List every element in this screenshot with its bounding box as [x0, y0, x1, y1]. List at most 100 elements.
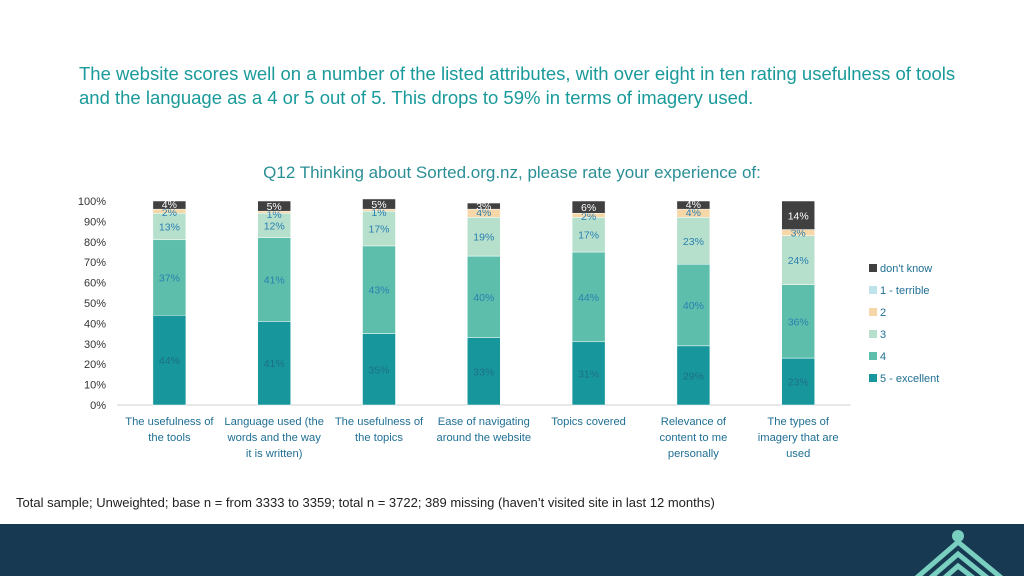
legend-swatch [869, 308, 877, 316]
bar-segment [676, 217, 711, 265]
bar-segment [781, 284, 815, 359]
data-label: 3% [476, 201, 491, 213]
data-label: 44% [578, 292, 599, 304]
y-tick-label: 0% [90, 400, 106, 412]
data-label: 40% [473, 292, 494, 304]
data-label: 5% [371, 199, 386, 211]
bar-segment [257, 237, 291, 322]
data-label: 4% [686, 207, 701, 219]
data-label: 17% [578, 230, 599, 242]
bar-segment [781, 200, 815, 230]
data-label: 36% [788, 316, 809, 328]
brand-logo-icon [914, 530, 1004, 576]
y-tick-label: 10% [84, 380, 106, 392]
legend-swatch [869, 286, 877, 294]
data-label: 4% [476, 207, 491, 219]
data-label: 1% [371, 207, 386, 219]
y-tick-label: 90% [84, 216, 106, 228]
category-label: Topics covered [551, 416, 626, 428]
stacked-bar-chart: 0%10%20%30%40%50%60%70%80%90%100%44%37%1… [78, 196, 939, 460]
legend-label: 1 - terrible [880, 285, 930, 297]
bar-segment [467, 337, 501, 406]
data-label: 23% [788, 377, 809, 389]
chart-title-text: Q12 Thinking about Sorted.org.nz, please… [263, 163, 761, 182]
data-label: 17% [368, 224, 389, 236]
category-label: Ease of navigating [438, 416, 530, 428]
data-label: 13% [159, 222, 180, 234]
legend-label: 4 [880, 351, 886, 363]
chart-title: Q12 Thinking about Sorted.org.nz, please… [0, 163, 1024, 183]
y-tick-label: 20% [84, 359, 106, 371]
bar-segment [362, 210, 396, 247]
data-label: 4% [162, 199, 177, 211]
data-label: 43% [368, 285, 389, 297]
y-tick-label: 80% [84, 237, 106, 249]
legend-swatch [869, 352, 877, 360]
legend-label: 5 - excellent [880, 373, 939, 385]
footnote: Total sample; Unweighted; base n = from … [16, 495, 715, 510]
bar-segment [467, 202, 501, 210]
category-label: The usefulness of [335, 416, 424, 428]
data-label: 4% [686, 199, 701, 211]
category-label: imagery that are [758, 432, 839, 444]
bar-segment [676, 200, 711, 210]
category-label: personally [668, 448, 719, 460]
bar-segment [781, 357, 815, 406]
bar-segment [152, 314, 187, 406]
legend-swatch [869, 374, 877, 382]
data-label: 14% [788, 210, 809, 222]
legend-label: 3 [880, 329, 886, 341]
bar-segment [571, 200, 606, 214]
legend-label: don't know [880, 263, 932, 275]
data-label: 19% [473, 232, 494, 244]
data-label: 6% [581, 202, 596, 214]
y-tick-label: 60% [84, 278, 106, 290]
bar-segment [781, 235, 815, 285]
category-label: The usefulness of [125, 416, 214, 428]
bar-segment [467, 255, 501, 338]
category-label: words and the way [227, 432, 322, 444]
category-label: around the website [437, 432, 532, 444]
category-label: the topics [355, 432, 403, 444]
category-label: The types of [767, 416, 829, 428]
data-label: 24% [788, 255, 809, 267]
bar-segment [571, 251, 606, 343]
data-label: 41% [264, 275, 285, 287]
data-label: 44% [159, 355, 180, 367]
category-label: it is written) [246, 448, 303, 460]
category-label: content to me [660, 432, 728, 444]
data-label: 23% [683, 236, 704, 248]
category-label: used [786, 448, 810, 460]
bar-segment [467, 217, 501, 257]
data-label: 29% [683, 370, 704, 382]
bar-segment [152, 239, 187, 316]
bar-segment [571, 217, 606, 253]
bar-segment [676, 263, 711, 347]
legend-swatch [869, 264, 877, 272]
category-label: Language used (the [224, 416, 324, 428]
legend-label: 2 [880, 307, 886, 319]
data-label: 5% [267, 201, 282, 213]
y-tick-label: 40% [84, 318, 106, 330]
footer-bar [0, 524, 1024, 576]
data-label: 12% [264, 220, 285, 232]
data-label: 37% [159, 273, 180, 285]
bar-segment [152, 200, 187, 210]
bar-segment [362, 333, 396, 406]
data-label: 2% [581, 211, 596, 223]
data-label: 31% [578, 368, 599, 380]
data-label: 35% [368, 364, 389, 376]
bar-segment [362, 245, 396, 334]
data-label: 3% [791, 228, 806, 240]
data-label: 40% [683, 300, 704, 312]
bar-segment [257, 200, 291, 212]
bar-segment [257, 212, 291, 238]
headline: The website scores well on a number of t… [79, 63, 956, 108]
category-label: the tools [148, 432, 191, 444]
data-label: 2% [162, 207, 177, 219]
data-label: 41% [264, 358, 285, 370]
legend-swatch [869, 330, 877, 338]
y-tick-label: 100% [78, 196, 106, 208]
y-tick-label: 70% [84, 257, 106, 269]
category-label: Relevance of [661, 416, 727, 428]
